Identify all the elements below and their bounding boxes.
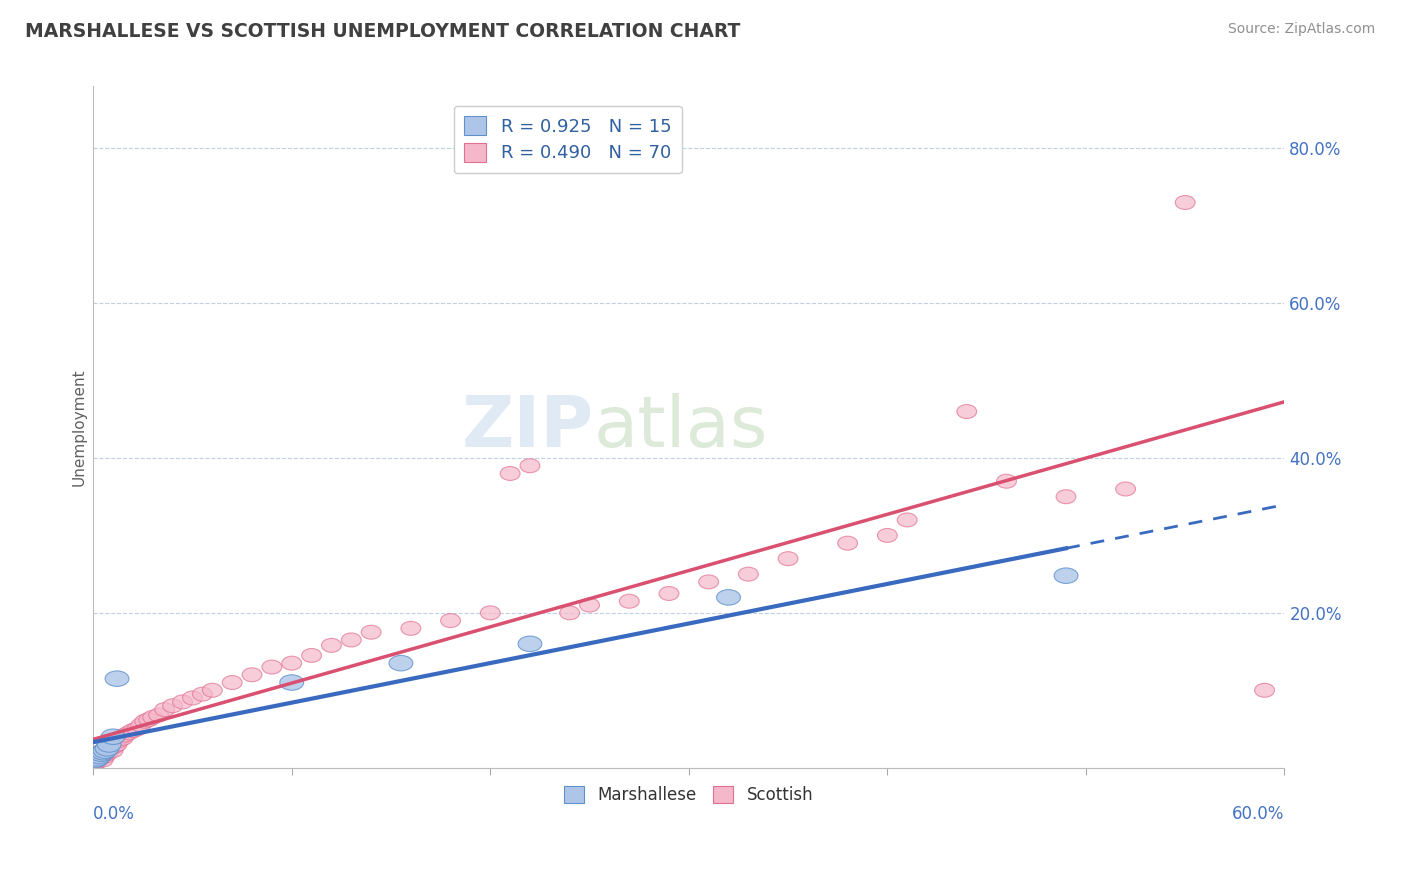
Ellipse shape xyxy=(111,730,131,744)
Ellipse shape xyxy=(342,633,361,647)
Ellipse shape xyxy=(838,536,858,550)
Ellipse shape xyxy=(83,752,107,768)
Ellipse shape xyxy=(97,737,121,752)
Ellipse shape xyxy=(520,458,540,473)
Ellipse shape xyxy=(738,567,758,581)
Ellipse shape xyxy=(193,687,212,701)
Ellipse shape xyxy=(93,753,112,767)
Ellipse shape xyxy=(778,551,799,566)
Ellipse shape xyxy=(173,695,193,709)
Ellipse shape xyxy=(100,745,120,759)
Ellipse shape xyxy=(120,726,139,739)
Ellipse shape xyxy=(115,728,135,742)
Ellipse shape xyxy=(957,405,977,418)
Ellipse shape xyxy=(401,622,420,635)
Text: Source: ZipAtlas.com: Source: ZipAtlas.com xyxy=(1227,22,1375,37)
Legend: Marshallese, Scottish: Marshallese, Scottish xyxy=(558,779,820,811)
Ellipse shape xyxy=(560,606,579,620)
Ellipse shape xyxy=(135,714,155,728)
Ellipse shape xyxy=(86,751,110,766)
Ellipse shape xyxy=(699,575,718,589)
Text: 0.0%: 0.0% xyxy=(93,805,135,823)
Text: 60.0%: 60.0% xyxy=(1232,805,1285,823)
Ellipse shape xyxy=(1254,683,1274,698)
Ellipse shape xyxy=(440,614,461,628)
Ellipse shape xyxy=(717,590,741,605)
Ellipse shape xyxy=(86,753,105,767)
Ellipse shape xyxy=(89,753,110,767)
Ellipse shape xyxy=(149,708,169,722)
Ellipse shape xyxy=(281,657,302,670)
Ellipse shape xyxy=(96,749,115,763)
Ellipse shape xyxy=(302,648,322,663)
Ellipse shape xyxy=(97,747,117,761)
Ellipse shape xyxy=(86,757,105,771)
Text: atlas: atlas xyxy=(593,392,768,461)
Text: MARSHALLESE VS SCOTTISH UNEMPLOYMENT CORRELATION CHART: MARSHALLESE VS SCOTTISH UNEMPLOYMENT COR… xyxy=(25,22,741,41)
Ellipse shape xyxy=(110,733,129,747)
Ellipse shape xyxy=(877,528,897,542)
Ellipse shape xyxy=(103,736,122,750)
Ellipse shape xyxy=(897,513,917,527)
Ellipse shape xyxy=(280,674,304,690)
Ellipse shape xyxy=(127,722,146,736)
Ellipse shape xyxy=(122,723,143,738)
Ellipse shape xyxy=(131,718,150,732)
Ellipse shape xyxy=(105,739,125,753)
Ellipse shape xyxy=(262,660,281,674)
Ellipse shape xyxy=(1116,482,1136,496)
Ellipse shape xyxy=(517,636,541,651)
Ellipse shape xyxy=(101,738,121,751)
Ellipse shape xyxy=(89,746,112,762)
Ellipse shape xyxy=(100,739,120,753)
Ellipse shape xyxy=(242,668,262,681)
Text: ZIP: ZIP xyxy=(461,392,593,461)
Ellipse shape xyxy=(997,475,1017,488)
Ellipse shape xyxy=(93,745,112,759)
Ellipse shape xyxy=(103,744,122,757)
Ellipse shape xyxy=(97,741,117,756)
Ellipse shape xyxy=(143,710,163,724)
Ellipse shape xyxy=(1054,568,1078,583)
Ellipse shape xyxy=(91,747,111,761)
Ellipse shape xyxy=(96,744,115,757)
Ellipse shape xyxy=(87,751,107,765)
Ellipse shape xyxy=(501,467,520,481)
Ellipse shape xyxy=(579,599,599,612)
Ellipse shape xyxy=(101,729,125,745)
Ellipse shape xyxy=(222,675,242,690)
Ellipse shape xyxy=(1056,490,1076,504)
Ellipse shape xyxy=(101,741,121,756)
Ellipse shape xyxy=(163,698,183,713)
Ellipse shape xyxy=(91,745,115,760)
Ellipse shape xyxy=(202,683,222,698)
Ellipse shape xyxy=(1175,195,1195,210)
Ellipse shape xyxy=(96,740,120,756)
Ellipse shape xyxy=(87,755,107,769)
Ellipse shape xyxy=(659,587,679,600)
Ellipse shape xyxy=(389,656,413,671)
Ellipse shape xyxy=(139,713,159,727)
Ellipse shape xyxy=(87,748,111,764)
Ellipse shape xyxy=(105,671,129,687)
Ellipse shape xyxy=(361,625,381,640)
Ellipse shape xyxy=(619,594,640,608)
Ellipse shape xyxy=(155,703,174,716)
Ellipse shape xyxy=(322,639,342,652)
Ellipse shape xyxy=(107,738,127,751)
Ellipse shape xyxy=(481,606,501,620)
Ellipse shape xyxy=(93,743,117,758)
Y-axis label: Unemployment: Unemployment xyxy=(72,368,86,486)
Ellipse shape xyxy=(183,691,202,705)
Ellipse shape xyxy=(89,745,110,759)
Ellipse shape xyxy=(89,749,110,763)
Ellipse shape xyxy=(91,751,111,765)
Ellipse shape xyxy=(112,731,134,745)
